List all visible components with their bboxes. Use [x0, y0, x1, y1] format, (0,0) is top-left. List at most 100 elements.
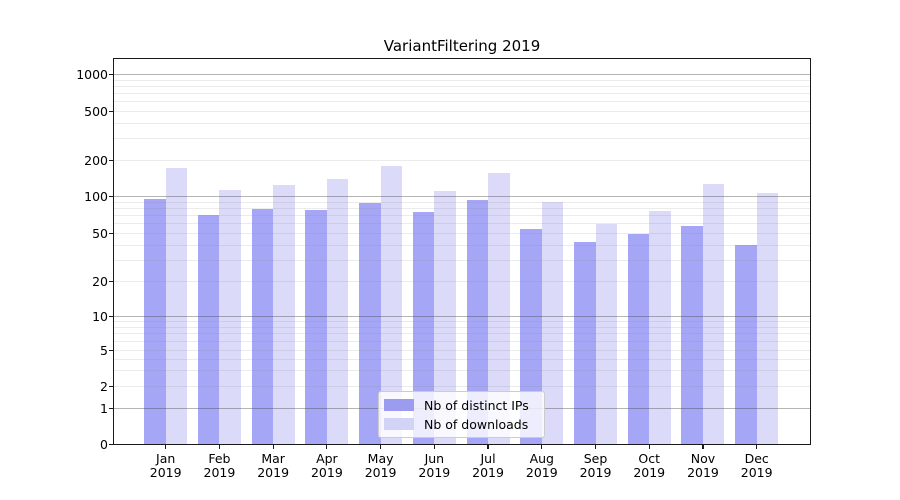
minor-gridline: [114, 160, 810, 161]
minor-gridline: [114, 111, 810, 112]
y-tick-label: 2: [100, 378, 108, 394]
minor-gridline: [114, 138, 810, 140]
y-tick-mark: [109, 407, 113, 409]
y-tick-label: 20: [92, 273, 108, 289]
y-tick-mark: [109, 443, 113, 445]
y-tick-mark: [109, 73, 113, 75]
y-tick-mark: [109, 315, 113, 317]
chart-title: VariantFiltering 2019: [383, 37, 541, 55]
y-tick-label: 500: [84, 103, 108, 119]
minor-gridline: [114, 93, 810, 95]
minor-gridline: [114, 85, 810, 87]
x-tick-label-jan: Jan 2019: [149, 451, 182, 480]
bar-downloads-jul: [488, 173, 510, 444]
bar-ips-jun: [412, 212, 435, 444]
minor-gridline: [114, 281, 810, 282]
minor-gridline: [114, 350, 810, 351]
x-tick-label-aug: Aug 2019: [525, 451, 558, 480]
x-tick-mark: [648, 445, 650, 449]
x-tick-label-may: May 2019: [364, 451, 397, 480]
bar-downloads-jan: [165, 168, 188, 444]
bar-ips-aug: [520, 228, 542, 444]
y-tick-mark: [109, 232, 113, 234]
minor-gridline: [114, 244, 810, 246]
legend-label-downloads: Nb of downloads: [424, 416, 529, 432]
y-tick-label: 1000: [76, 66, 108, 82]
x-tick-label-jun: Jun 2019: [418, 451, 451, 480]
x-tick-mark: [272, 445, 274, 449]
bar-ips-nov: [681, 226, 703, 444]
bar-ips-feb: [197, 215, 220, 444]
bar-downloads-mar: [273, 184, 295, 444]
minor-gridline: [114, 333, 810, 335]
minor-gridline: [114, 358, 810, 360]
y-tick-label: 200: [84, 152, 108, 168]
minor-gridline: [114, 386, 810, 387]
bar-ips-oct: [627, 234, 650, 444]
bar-downloads-feb: [219, 190, 241, 444]
minor-gridline: [114, 223, 810, 225]
minor-gridline: [114, 201, 810, 203]
x-tick-mark: [433, 445, 435, 449]
minor-gridline: [114, 79, 810, 81]
minor-gridline: [114, 341, 810, 343]
bar-downloads-may: [380, 165, 403, 444]
y-tick-label: 10: [92, 308, 108, 324]
bar-ips-jul: [466, 200, 489, 444]
x-tick-mark: [380, 445, 382, 449]
minor-gridline: [114, 233, 810, 234]
bar-ips-mar: [251, 208, 274, 444]
y-tick-mark: [109, 110, 113, 112]
minor-gridline: [114, 326, 810, 328]
x-tick-mark: [165, 445, 167, 449]
minor-gridline: [114, 101, 810, 103]
x-tick-mark: [487, 445, 489, 449]
minor-gridline: [114, 370, 810, 372]
legend-swatch-downloads-icon: [384, 418, 414, 430]
bar-ips-jan: [144, 198, 166, 444]
x-tick-mark: [756, 445, 758, 449]
bar-ips-sep: [574, 242, 596, 444]
legend-item-distinct-ips: Nb of distinct IPs: [384, 398, 536, 413]
major-gridline: [114, 316, 810, 317]
bar-downloads-aug: [541, 201, 564, 444]
y-tick-mark: [109, 385, 113, 387]
x-tick-label-nov: Nov 2019: [687, 451, 719, 480]
y-tick-mark: [109, 349, 113, 351]
x-tick-label-jul: Jul 2019: [472, 451, 504, 480]
y-tick-label: 50: [92, 225, 108, 241]
y-tick-label: 5: [100, 342, 108, 358]
legend-swatch-distinct-ips-icon: [384, 399, 414, 411]
bar-ips-dec: [735, 244, 757, 444]
major-gridline: [114, 196, 810, 197]
major-gridline: [114, 74, 810, 75]
bar-ips-apr: [305, 209, 327, 444]
x-tick-mark: [218, 445, 220, 449]
x-tick-label-feb: Feb 2019: [203, 451, 236, 480]
bar-downloads-nov: [702, 183, 725, 444]
bar-downloads-oct: [649, 210, 671, 444]
y-tick-mark: [109, 280, 113, 282]
minor-gridline: [114, 321, 810, 323]
x-tick-label-oct: Oct 2019: [633, 451, 666, 480]
minor-gridline: [114, 122, 810, 124]
bar-downloads-sep: [595, 224, 618, 444]
y-tick-mark: [109, 195, 113, 197]
x-tick-mark: [594, 445, 597, 449]
legend-item-downloads: Nb of downloads: [384, 417, 536, 432]
minor-gridline: [114, 259, 810, 261]
legend: Nb of distinct IPs Nb of downloads: [378, 391, 545, 438]
plot-area: [113, 58, 811, 445]
legend-label-distinct-ips: Nb of distinct IPs: [424, 397, 529, 413]
y-tick-label: 0: [100, 436, 108, 452]
minor-gridline: [114, 215, 810, 217]
y-tick-mark: [109, 159, 113, 161]
x-tick-label-sep: Sep 2019: [579, 451, 612, 480]
bar-downloads-apr: [326, 179, 349, 444]
x-tick-mark: [541, 445, 543, 449]
x-tick-mark: [702, 445, 704, 449]
bar-ips-may: [359, 203, 381, 444]
x-tick-mark: [326, 445, 328, 449]
bar-downloads-jun: [434, 190, 456, 444]
